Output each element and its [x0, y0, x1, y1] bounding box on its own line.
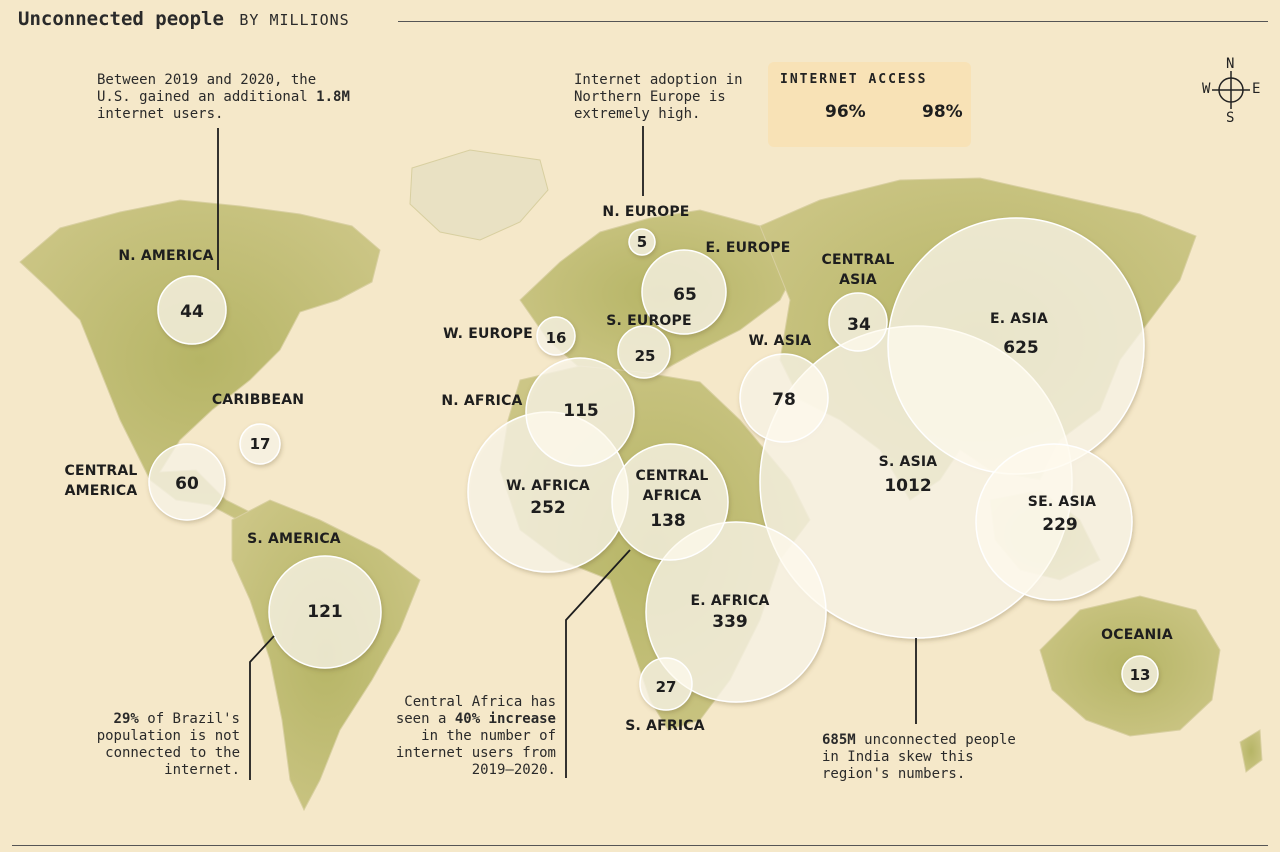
sweden-access-value: 96% [825, 102, 866, 122]
note-central-africa-text: Central Africa has seen a [395, 694, 556, 727]
region-value-s-africa: 27 [655, 678, 677, 696]
region-value-w-europe: 16 [545, 329, 567, 347]
region-value-caribbean: 17 [249, 435, 271, 453]
note-us-bold: 1.8M [316, 89, 350, 105]
region-value-n-america: 44 [180, 302, 204, 322]
bubble-n-africa [525, 357, 635, 467]
title-main: Unconnected people [18, 8, 224, 30]
compass-w: W [1202, 81, 1211, 97]
region-value-w-asia: 78 [772, 390, 796, 410]
note-brazil-text: of Brazil's population is not connected … [96, 711, 240, 778]
bubble-oceania [1121, 655, 1159, 693]
region-value-se-asia: 229 [1042, 515, 1078, 535]
region-label-w-africa: W. AFRICA [506, 478, 590, 494]
region-value-n-europe: 5 [636, 233, 648, 251]
region-value-oceania: 13 [1129, 666, 1151, 684]
region-label-s-africa: S. AFRICA [625, 718, 705, 734]
note-us-tail: internet users. [97, 106, 224, 122]
region-label-n-africa: N. AFRICA [441, 393, 523, 409]
bubble-central-asia [828, 292, 888, 352]
note-europe: Internet adoption in Northern Europe is … [574, 72, 743, 122]
note-us-text: Between 2019 and 2020, the U.S. gained a… [97, 72, 317, 105]
region-label-n-america: N. AMERICA [118, 248, 214, 264]
leader-lines [217, 126, 917, 780]
internet-access-title: INTERNET ACCESS [780, 72, 928, 87]
region-value-s-europe: 25 [634, 347, 656, 365]
region-label-central-america: CENTRAL AMERICA [64, 463, 138, 499]
north-america-land [19, 199, 381, 521]
region-value-central-america: 60 [175, 474, 199, 494]
region-label-s-asia: S. ASIA [878, 454, 938, 470]
region-value-e-asia: 625 [1003, 338, 1039, 358]
note-india-text: unconnected people in India skew this re… [822, 732, 1016, 782]
bubble-se-asia [975, 443, 1133, 601]
norway-access-value: 98% [922, 102, 963, 122]
bubble-n-europe [628, 228, 656, 256]
compass-s: S [1226, 110, 1235, 126]
region-label-e-asia: E. ASIA [989, 311, 1049, 327]
region-value-central-africa: 138 [650, 511, 686, 531]
bubble-caribbean [239, 423, 281, 465]
region-label-central-asia: CENTRAL ASIA [821, 252, 895, 288]
bubble-w-europe [536, 316, 576, 356]
note-central-africa-tail: in the number of internet users from 201… [395, 728, 556, 778]
bubble-central-america [148, 443, 226, 521]
region-value-central-asia: 34 [847, 315, 871, 335]
region-label-w-asia: W. ASIA [748, 333, 812, 349]
bubble-central-africa [611, 443, 729, 561]
compass-e: E [1252, 81, 1261, 97]
region-label-e-europe: E. EUROPE [705, 240, 791, 256]
note-central-africa: Central Africa has seen a 40% increase i… [372, 694, 556, 779]
leader-brazil [249, 635, 275, 780]
note-brazil: 29% of Brazil's population is not connec… [70, 711, 240, 779]
leader-central-africa [565, 549, 631, 778]
bubble-e-europe [641, 249, 727, 335]
note-central-africa-bold: 40% increase [454, 711, 556, 727]
bubble-n-america [157, 275, 227, 345]
region-value-s-asia: 1012 [884, 476, 932, 496]
region-label-w-europe: W. EUROPE [443, 326, 533, 342]
note-india: 685M unconnected people in India skew th… [822, 732, 1037, 783]
bubble-w-asia [739, 353, 829, 443]
region-label-e-africa: E. AFRICA [690, 593, 770, 609]
bubbles [148, 217, 1159, 711]
region-label-se-asia: SE. ASIA [1027, 494, 1097, 510]
region-label-s-europe: S. EUROPE [606, 313, 692, 329]
note-us: Between 2019 and 2020, the U.S. gained a… [97, 72, 357, 123]
note-brazil-bold: 29% [113, 711, 139, 727]
internet-access-panel: INTERNET ACCESS 96% 98% [768, 62, 971, 147]
region-value-n-africa: 115 [563, 401, 599, 421]
compass-icon [1212, 71, 1250, 109]
title-sub: BY MILLIONS [239, 11, 350, 29]
region-label-s-america: S. AMERICA [247, 531, 341, 547]
title-rule [398, 21, 1268, 22]
region-label-n-europe: N. EUROPE [602, 204, 690, 220]
compass-n: N [1226, 56, 1235, 72]
bubble-s-europe [617, 325, 671, 379]
greenland-land [409, 149, 549, 241]
region-value-s-america: 121 [307, 602, 343, 622]
region-value-w-africa: 252 [530, 498, 566, 518]
region-label-oceania: OCEANIA [1101, 627, 1173, 643]
bubble-s-america [268, 555, 382, 669]
bubble-e-africa [645, 521, 827, 703]
page-title: Unconnected people BY MILLIONS [18, 8, 350, 30]
region-label-caribbean: CARIBBEAN [211, 392, 305, 408]
region-value-e-africa: 339 [712, 612, 748, 632]
bottom-rule [12, 845, 1268, 846]
region-value-e-europe: 65 [673, 285, 697, 305]
bubble-s-africa [639, 657, 693, 711]
region-label-central-africa: CENTRAL AFRICA [635, 468, 709, 504]
note-india-bold: 685M [822, 732, 856, 748]
new-zealand-land [1239, 729, 1263, 773]
